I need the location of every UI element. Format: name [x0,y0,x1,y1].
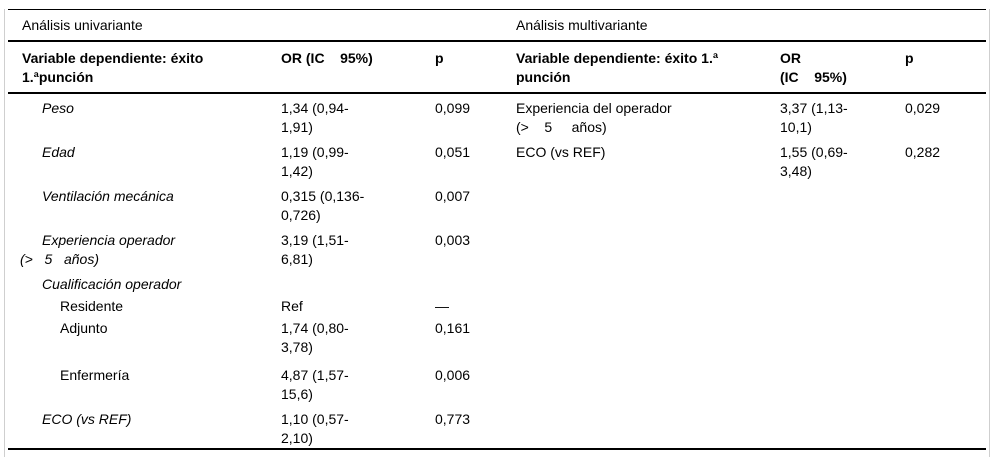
multivariate-header-p: p [905,50,914,66]
p-cell: 0,006 [435,367,471,383]
or-cell: Ref [281,298,303,314]
table-row: Cualificación operador [8,275,508,294]
p-cell: — [435,298,449,314]
variable-cell: Experiencia del operador (> 5 años) [516,100,672,135]
results-table: Análisis univariante Análisis multivaria… [4,9,990,457]
univariate-header: Variable dependiente: éxito 1.ªpunción O… [8,42,508,92]
or-cell: 1,19 (0,99- 1,42) [281,144,349,179]
p-cell: 0,003 [435,232,471,248]
table-row: Experiencia del operador (> 5 años) 3,37… [508,99,986,137]
variable-cell: Adjunto [60,320,108,336]
univariate-header-p: p [435,50,444,66]
multivariate-body: Experiencia del operador (> 5 años) 3,37… [508,94,986,448]
univariate-header-variable: Variable dependiente: éxito 1.ªpunción [22,50,204,85]
variable-cell: Cualificación operador [42,276,182,292]
multivariate-section: Análisis multivariante [508,9,986,42]
variable-cell: Residente [60,298,124,314]
section-title-band: Análisis univariante Análisis multivaria… [8,9,986,42]
p-cell [435,275,508,294]
p-cell: 0,161 [435,320,471,336]
table-row: Enfermería 4,87 (1,57- 15,6) 0,006 [8,366,508,404]
column-header-band: Variable dependiente: éxito 1.ªpunción O… [8,42,986,94]
or-cell: 3,19 (1,51- 6,81) [281,232,349,267]
p-cell: 0,773 [435,411,471,427]
variable-cell: ECO (vs REF) [516,144,606,160]
univariate-body: Peso 1,34 (0,94- 1,91) 0,099 Edad [8,94,508,448]
table-row: ECO (vs REF) 1,10 (0,57- 2,10) 0,773 [8,410,508,448]
or-cell: 1,34 (0,94- 1,91) [281,100,349,135]
univariate-section: Análisis univariante [8,9,508,42]
or-cell: 1,10 (0,57- 2,10) [281,411,349,446]
table-row: Residente Ref — [8,297,508,316]
p-cell: 0,007 [435,188,471,204]
multivariate-header-variable: Variable dependiente: éxito 1.ª punción [516,50,719,85]
table-row: Edad 1,19 (0,99- 1,42) 0,051 [8,143,508,181]
table-row: Peso 1,34 (0,94- 1,91) 0,099 [8,99,508,137]
variable-cell: Ventilación mecánica [42,188,174,204]
table-row: Ventilación mecánica 0,315 (0,136- 0,726… [8,187,508,225]
p-cell: 0,051 [435,144,471,160]
or-cell: 1,74 (0,80- 3,78) [281,320,349,355]
variable-cell: Peso [42,100,74,116]
multivariate-section-title: Análisis multivariante [516,16,648,33]
or-cell: 3,37 (1,13- 10,1) [780,100,848,135]
variable-cell: Edad [42,144,75,160]
p-cell: 0,282 [905,144,941,160]
p-cell: 0,099 [435,100,471,116]
univariate-header-or: OR (IC 95%) [281,50,373,66]
or-cell [281,275,435,294]
or-cell: 0,315 (0,136- 0,726) [281,188,365,223]
p-cell: 0,029 [905,100,941,116]
table-row: Adjunto 1,74 (0,80- 3,78) 0,161 [8,319,508,357]
table-row: ECO (vs REF) 1,55 (0,69- 3,48) 0,282 [508,143,986,181]
table-body-band: Peso 1,34 (0,94- 1,91) 0,099 Edad [8,94,986,450]
table-row: Experiencia operador (> 5 años) 3,19 (1,… [8,231,508,269]
or-cell: 4,87 (1,57- 15,6) [281,367,349,402]
multivariate-header: Variable dependiente: éxito 1.ª punción … [508,42,986,92]
or-cell: 1,55 (0,69- 3,48) [780,144,848,179]
multivariate-header-or: OR (IC 95%) [780,50,847,85]
variable-cell: Enfermería [60,367,130,383]
variable-cell: Experiencia operador (> 5 años) [20,232,176,267]
variable-cell: ECO (vs REF) [42,411,132,427]
univariate-section-title: Análisis univariante [22,16,143,33]
